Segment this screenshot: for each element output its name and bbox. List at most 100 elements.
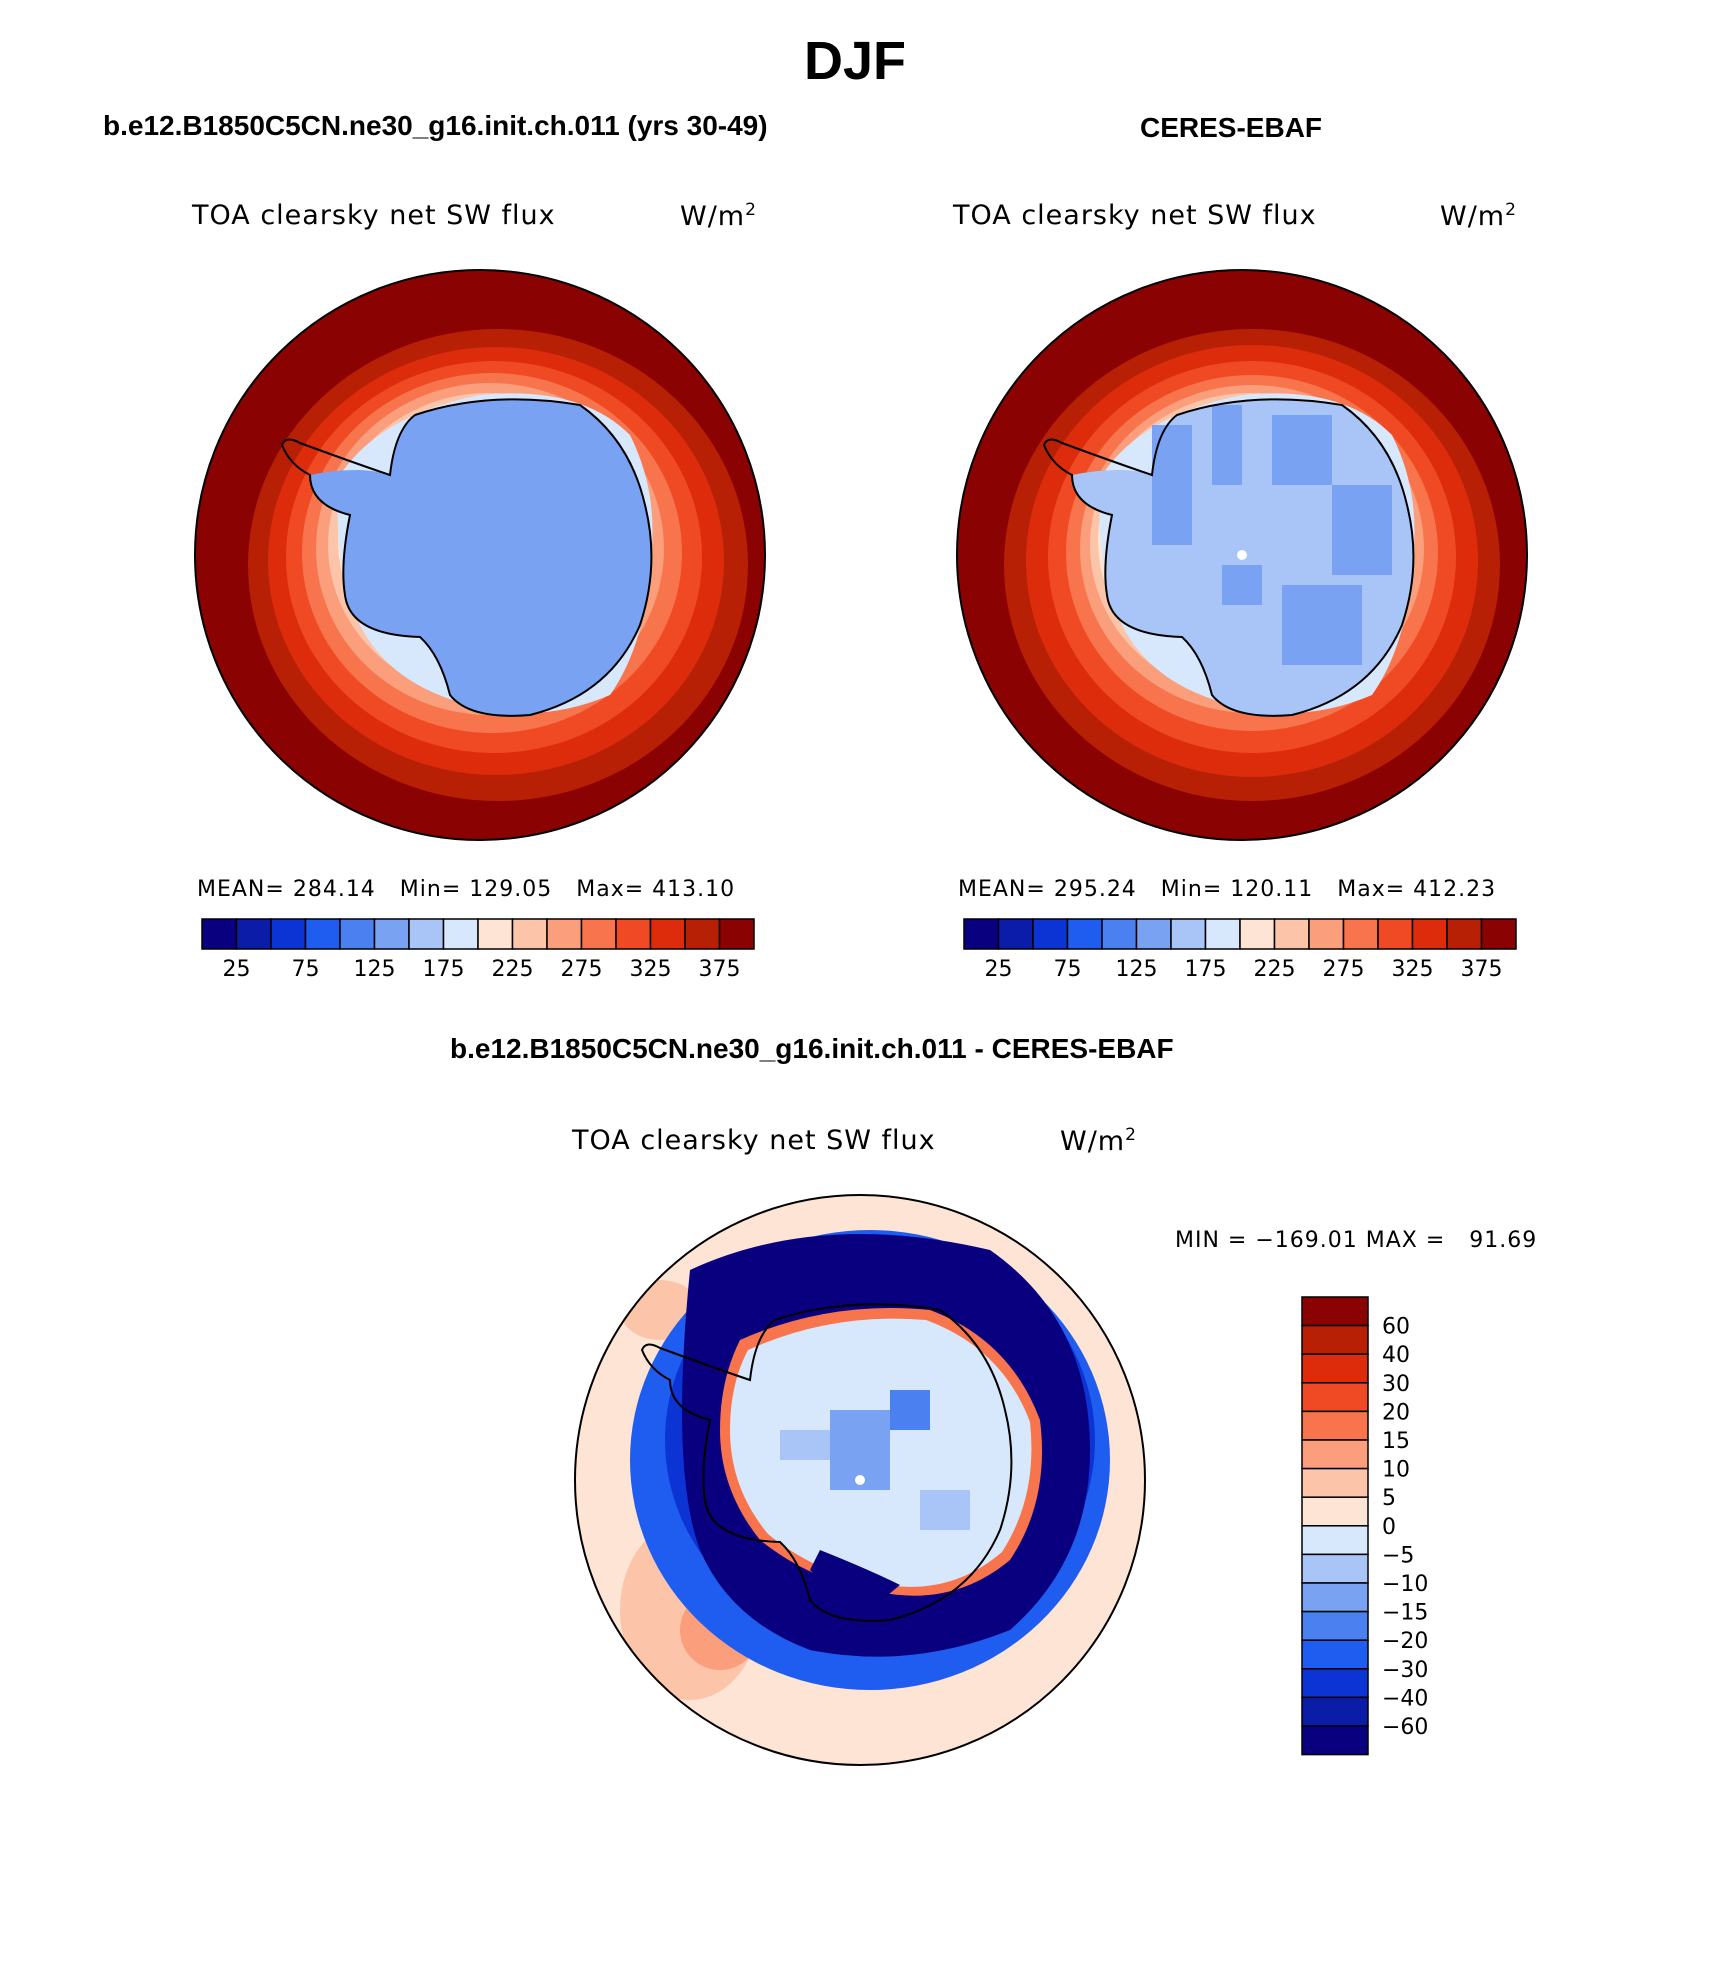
- colorbar-box: [1301, 1639, 1369, 1670]
- colorbar-box: [1377, 918, 1414, 950]
- colorbar-box: [615, 918, 652, 950]
- colorbar-box: [1204, 918, 1241, 950]
- colorbar-box: [1032, 918, 1069, 950]
- colorbar-box: [684, 918, 721, 950]
- colorbar-label: 275: [561, 957, 603, 982]
- colorbar-box: [1301, 1496, 1369, 1527]
- colorbar-label: 60: [1382, 1315, 1410, 1340]
- colorbar-label: −60: [1382, 1715, 1428, 1740]
- colorbar-box: [1135, 918, 1172, 950]
- colorbar-label: −10: [1382, 1572, 1428, 1597]
- colorbar-label: 325: [630, 957, 672, 982]
- colorbar-label: −20: [1382, 1629, 1428, 1654]
- colorbar-label: 125: [1116, 957, 1158, 982]
- colorbar-label: 15: [1382, 1429, 1410, 1454]
- colorbar-box: [718, 918, 755, 950]
- diff-coastline: [640, 1303, 1013, 1622]
- panel2-polar-map: [956, 269, 1528, 841]
- colorbar-box: [1301, 1525, 1369, 1556]
- panel2-coastline: [1042, 398, 1415, 717]
- colorbar-label: −5: [1382, 1543, 1414, 1568]
- colorbar-label: 0: [1382, 1515, 1396, 1540]
- diff-units: W/m2: [1060, 1125, 1137, 1157]
- colorbar-label: −30: [1382, 1658, 1428, 1683]
- colorbar-box: [304, 918, 341, 950]
- colorbar-box: [442, 918, 479, 950]
- colorbar-label: 25: [985, 957, 1013, 982]
- colorbar-label: 225: [1254, 957, 1296, 982]
- colorbar-box: [1301, 1324, 1369, 1355]
- colorbar-box: [511, 918, 548, 950]
- colorbar-label: 325: [1392, 957, 1434, 982]
- colorbar-box: [339, 918, 376, 950]
- colorbar-label: −40: [1382, 1686, 1428, 1711]
- colorbar-box: [963, 918, 1000, 950]
- panel2-colorbar: 25 75 125 175 225 275 325 375: [963, 918, 1517, 982]
- colorbar-label: 225: [492, 957, 534, 982]
- colorbar-box: [997, 918, 1034, 950]
- diff-title: b.e12.B1850C5CN.ne30_g16.init.ch.011 - C…: [450, 1033, 1174, 1064]
- colorbar-box: [1301, 1553, 1369, 1584]
- colorbar-label: 40: [1382, 1343, 1410, 1368]
- diff-polar-map: [574, 1194, 1146, 1766]
- colorbar-label: 5: [1382, 1486, 1396, 1511]
- colorbar-box: [477, 918, 514, 950]
- colorbar-box: [1301, 1439, 1369, 1470]
- colorbar-label: 10: [1382, 1458, 1410, 1483]
- colorbar-box: [408, 918, 445, 950]
- colorbar-label: 175: [423, 957, 465, 982]
- panel1-units: W/m2: [680, 200, 757, 232]
- colorbar-label: −15: [1382, 1601, 1428, 1626]
- panel2-field-label: TOA clearsky net SW flux: [953, 200, 1317, 231]
- colorbar-box: [201, 918, 238, 950]
- panel2-title: CERES-EBAF: [1140, 112, 1323, 143]
- panel1-polar-map: [194, 269, 766, 841]
- colorbar-label: 20: [1382, 1400, 1410, 1425]
- colorbar-label: 75: [1054, 957, 1082, 982]
- colorbar-label: 75: [292, 957, 320, 982]
- colorbar-box: [373, 918, 410, 950]
- colorbar-box: [1301, 1382, 1369, 1413]
- colorbar-box: [1066, 918, 1103, 950]
- panel2-units: W/m2: [1440, 200, 1517, 232]
- colorbar-box: [649, 918, 686, 950]
- colorbar-box: [1480, 918, 1517, 950]
- colorbar-label: 30: [1382, 1372, 1410, 1397]
- season-title: DJF: [803, 31, 906, 91]
- diff-minmax: MIN = −169.01 MAX = 91.69: [1175, 1228, 1538, 1253]
- colorbar-box: [580, 918, 617, 950]
- colorbar-label: 375: [1461, 957, 1503, 982]
- colorbar-box: [1301, 1353, 1369, 1384]
- colorbar-box: [1301, 1296, 1369, 1327]
- colorbar-box: [1239, 918, 1276, 950]
- colorbar-box: [270, 918, 307, 950]
- diff-field-label: TOA clearsky net SW flux: [572, 1125, 936, 1156]
- panel1-title: b.e12.B1850C5CN.ne30_g16.init.ch.011 (yr…: [103, 110, 768, 141]
- colorbar-box: [1301, 1668, 1369, 1699]
- colorbar-box: [1301, 1467, 1369, 1498]
- colorbar-label: 175: [1185, 957, 1227, 982]
- colorbar-box: [1446, 918, 1483, 950]
- colorbar-label: 25: [223, 957, 251, 982]
- colorbar-box: [1411, 918, 1448, 950]
- colorbar-box: [1170, 918, 1207, 950]
- colorbar-box: [1301, 1696, 1369, 1727]
- colorbar-box: [1301, 1410, 1369, 1441]
- panel1-colorbar: 25 75 125 175 225 275 325 375: [201, 918, 755, 982]
- colorbar-box: [1273, 918, 1310, 950]
- colorbar-box: [1342, 918, 1379, 950]
- colorbar-label: 125: [354, 957, 396, 982]
- panel1-stats: MEAN= 284.14 Min= 129.05 Max= 413.10: [197, 877, 736, 902]
- diff-colorbar: 60 40 30 20 15 10 5 0 −5 −10 −15 −20 −30 −40 −60: [1301, 1296, 1428, 1756]
- colorbar-box: [546, 918, 583, 950]
- panel1-coastline: [280, 398, 653, 717]
- colorbar-box: [1301, 1725, 1369, 1756]
- colorbar-label: 275: [1323, 957, 1365, 982]
- colorbar-box: [1101, 918, 1138, 950]
- colorbar-box: [1301, 1610, 1369, 1641]
- panel2-stats: MEAN= 295.24 Min= 120.11 Max= 412.23: [958, 877, 1497, 902]
- colorbar-box: [1308, 918, 1345, 950]
- panel1-field-label: TOA clearsky net SW flux: [192, 200, 556, 231]
- colorbar-box: [1301, 1582, 1369, 1613]
- colorbar-label: 375: [699, 957, 741, 982]
